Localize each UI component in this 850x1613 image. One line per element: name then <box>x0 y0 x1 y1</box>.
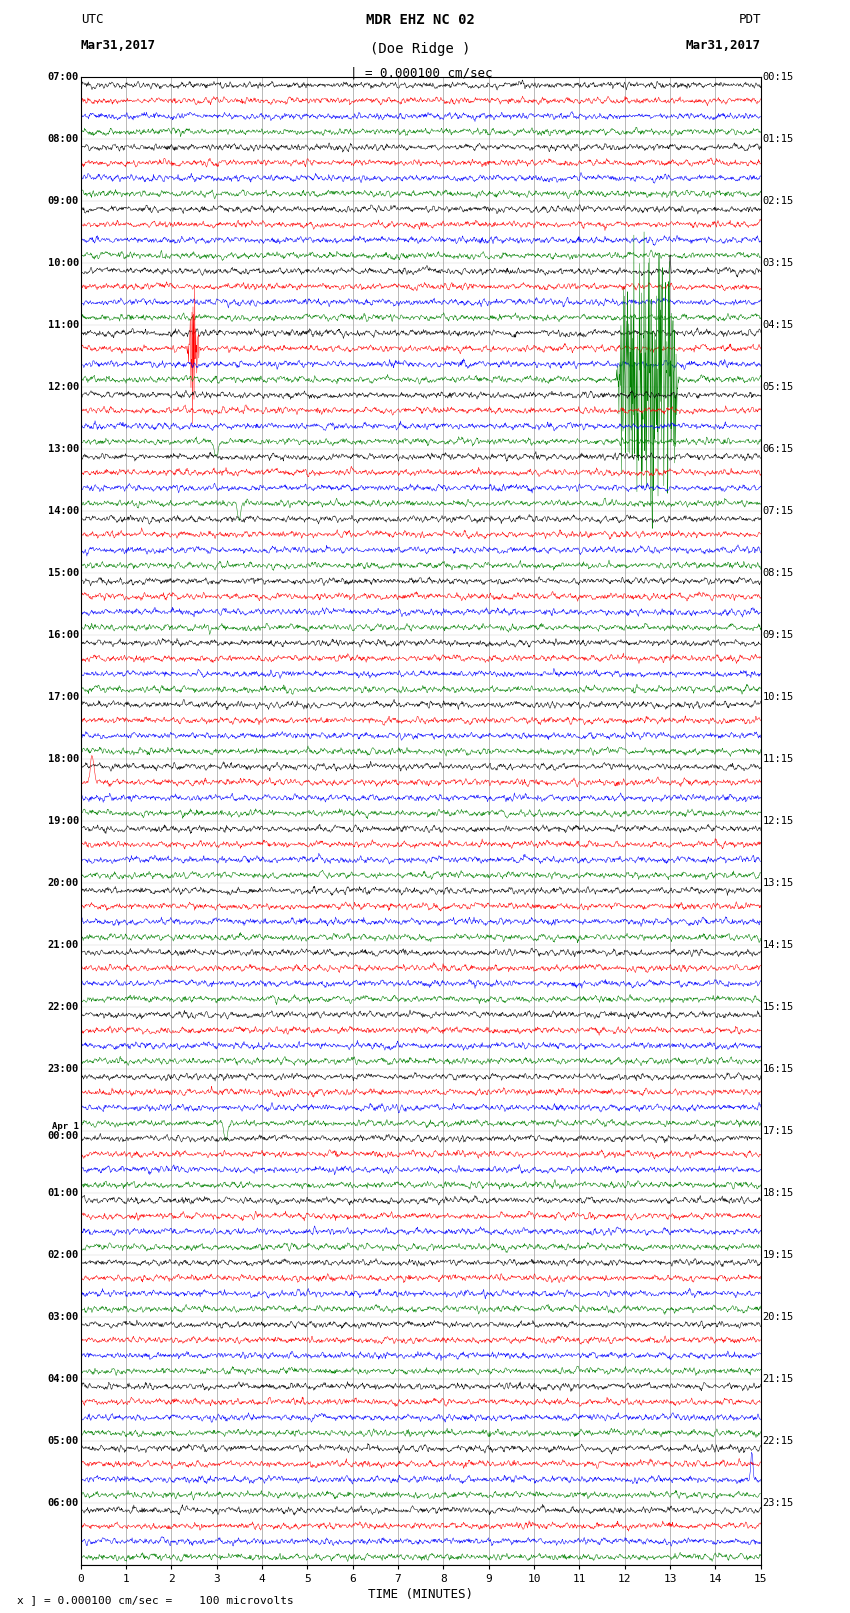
Text: 21:00: 21:00 <box>48 940 79 950</box>
Text: Mar31,2017: Mar31,2017 <box>686 39 761 52</box>
Text: 00:15: 00:15 <box>762 73 794 82</box>
Text: 07:15: 07:15 <box>762 506 794 516</box>
Text: 19:15: 19:15 <box>762 1250 794 1260</box>
Text: 07:00: 07:00 <box>48 73 79 82</box>
Text: 11:15: 11:15 <box>762 753 794 765</box>
Text: Mar31,2017: Mar31,2017 <box>81 39 156 52</box>
Text: 10:15: 10:15 <box>762 692 794 702</box>
Text: x ] = 0.000100 cm/sec =    100 microvolts: x ] = 0.000100 cm/sec = 100 microvolts <box>17 1595 294 1605</box>
Text: 14:00: 14:00 <box>48 506 79 516</box>
Text: | = 0.000100 cm/sec: | = 0.000100 cm/sec <box>349 66 492 79</box>
Text: 13:15: 13:15 <box>762 877 794 889</box>
Text: 03:00: 03:00 <box>48 1311 79 1321</box>
Text: 08:00: 08:00 <box>48 134 79 145</box>
Text: 01:00: 01:00 <box>48 1187 79 1198</box>
Text: 01:15: 01:15 <box>762 134 794 145</box>
Text: 22:15: 22:15 <box>762 1436 794 1445</box>
Text: 17:15: 17:15 <box>762 1126 794 1136</box>
Text: 13:00: 13:00 <box>48 444 79 455</box>
Text: PDT: PDT <box>739 13 761 26</box>
Text: (Doe Ridge ): (Doe Ridge ) <box>371 42 471 56</box>
Text: 20:15: 20:15 <box>762 1311 794 1321</box>
Text: 17:00: 17:00 <box>48 692 79 702</box>
Text: 10:00: 10:00 <box>48 258 79 268</box>
Text: 09:00: 09:00 <box>48 197 79 206</box>
Text: 06:15: 06:15 <box>762 444 794 455</box>
Text: UTC: UTC <box>81 13 103 26</box>
Text: 11:00: 11:00 <box>48 321 79 331</box>
Text: 09:15: 09:15 <box>762 631 794 640</box>
Text: 00:00: 00:00 <box>48 1131 79 1140</box>
Text: 18:00: 18:00 <box>48 753 79 765</box>
Text: 23:00: 23:00 <box>48 1065 79 1074</box>
Text: 02:00: 02:00 <box>48 1250 79 1260</box>
Text: 12:00: 12:00 <box>48 382 79 392</box>
Text: MDR EHZ NC 02: MDR EHZ NC 02 <box>366 13 475 27</box>
Text: 16:15: 16:15 <box>762 1065 794 1074</box>
Text: 15:15: 15:15 <box>762 1002 794 1011</box>
Text: 08:15: 08:15 <box>762 568 794 577</box>
Text: 03:15: 03:15 <box>762 258 794 268</box>
Text: 05:00: 05:00 <box>48 1436 79 1445</box>
Text: 15:00: 15:00 <box>48 568 79 577</box>
Text: 12:15: 12:15 <box>762 816 794 826</box>
Text: 04:00: 04:00 <box>48 1374 79 1384</box>
Text: 21:15: 21:15 <box>762 1374 794 1384</box>
Text: 16:00: 16:00 <box>48 631 79 640</box>
Text: 14:15: 14:15 <box>762 940 794 950</box>
Text: 22:00: 22:00 <box>48 1002 79 1011</box>
Text: 06:00: 06:00 <box>48 1497 79 1508</box>
Text: 20:00: 20:00 <box>48 877 79 889</box>
Text: 04:15: 04:15 <box>762 321 794 331</box>
Text: Apr 1: Apr 1 <box>52 1121 79 1131</box>
Text: 05:15: 05:15 <box>762 382 794 392</box>
Text: 19:00: 19:00 <box>48 816 79 826</box>
Text: 23:15: 23:15 <box>762 1497 794 1508</box>
Text: 18:15: 18:15 <box>762 1187 794 1198</box>
X-axis label: TIME (MINUTES): TIME (MINUTES) <box>368 1587 473 1600</box>
Text: 02:15: 02:15 <box>762 197 794 206</box>
